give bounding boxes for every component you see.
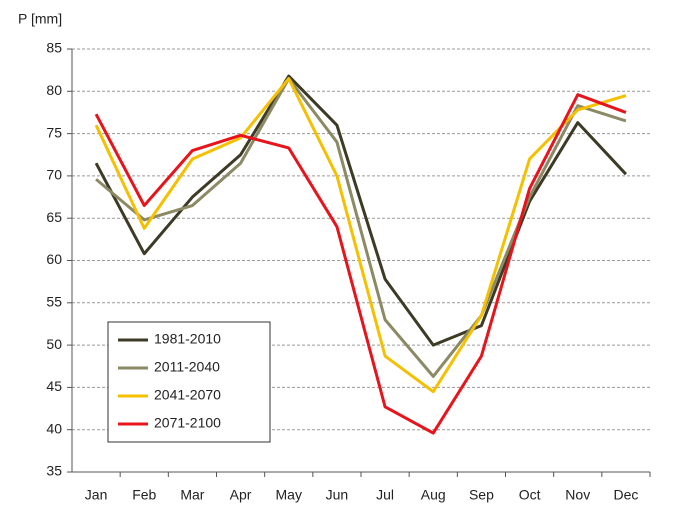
y-tick-label: 55 <box>46 294 62 310</box>
legend-label: 2041-2070 <box>154 387 221 403</box>
y-axis-label: P [mm] <box>18 11 62 27</box>
y-tick-label: 45 <box>46 378 62 394</box>
series-line <box>94 77 627 394</box>
x-tick-label: Mar <box>180 487 204 503</box>
y-tick-label: 85 <box>46 40 62 56</box>
y-tick-label: 35 <box>46 463 62 479</box>
x-tick-label: Oct <box>519 487 541 503</box>
y-tick-label: 40 <box>46 420 62 436</box>
x-tick-label: Jun <box>326 487 349 503</box>
y-tick-label: 80 <box>46 82 62 98</box>
y-tick-label: 70 <box>46 167 62 183</box>
x-tick-label: May <box>276 487 302 503</box>
legend-box <box>107 321 271 443</box>
series-line <box>94 93 627 435</box>
x-tick-label: Apr <box>230 487 252 503</box>
x-tick-label: Jan <box>85 487 108 503</box>
x-tick-label: Jul <box>376 487 394 503</box>
legend-label: 1981-2010 <box>154 331 221 347</box>
x-tick-label: Sep <box>469 487 494 503</box>
x-tick-label: Dec <box>613 487 638 503</box>
y-tick-label: 60 <box>46 251 62 267</box>
series-line <box>95 77 627 378</box>
x-tick-label: Aug <box>421 487 446 503</box>
legend-label: 2011-2040 <box>154 359 220 375</box>
y-tick-label: 50 <box>46 336 62 352</box>
y-tick-label: 65 <box>46 209 62 225</box>
y-tick-label: 75 <box>46 124 62 140</box>
x-tick-label: Nov <box>565 487 590 503</box>
x-tick-label: Feb <box>132 487 156 503</box>
legend-label: 2071-2100 <box>154 415 221 431</box>
